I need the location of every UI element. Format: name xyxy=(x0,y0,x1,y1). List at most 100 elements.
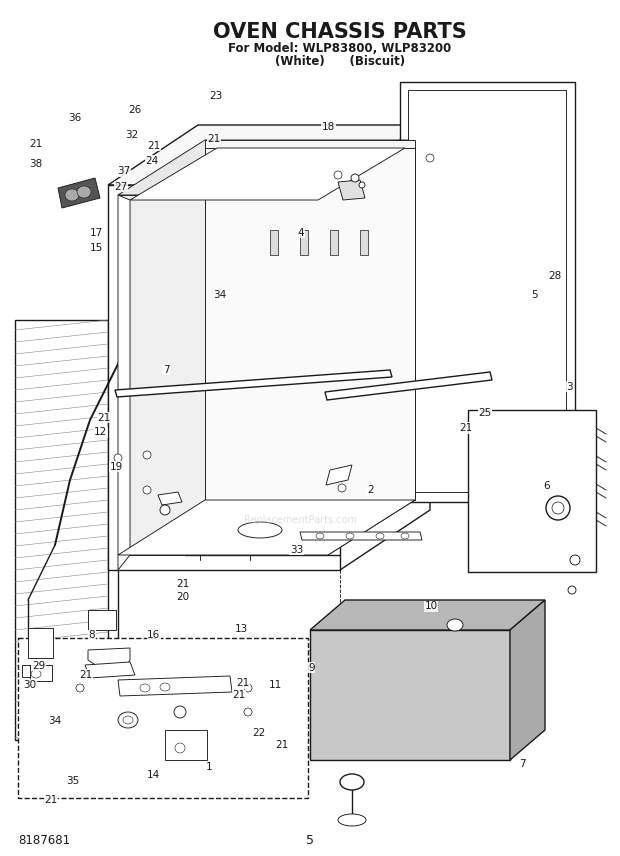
Polygon shape xyxy=(300,532,422,540)
Text: 21: 21 xyxy=(459,423,473,433)
Ellipse shape xyxy=(160,683,170,691)
Ellipse shape xyxy=(118,712,138,728)
Polygon shape xyxy=(15,320,108,740)
Ellipse shape xyxy=(338,484,346,492)
Ellipse shape xyxy=(552,502,564,514)
Polygon shape xyxy=(340,125,430,570)
Ellipse shape xyxy=(244,684,252,692)
Ellipse shape xyxy=(174,706,186,718)
Polygon shape xyxy=(118,676,232,696)
Text: 7: 7 xyxy=(519,758,525,769)
Bar xyxy=(28,628,53,658)
Polygon shape xyxy=(158,492,182,505)
Ellipse shape xyxy=(160,505,170,515)
Polygon shape xyxy=(118,195,130,570)
Text: 21: 21 xyxy=(29,139,43,149)
Text: 3: 3 xyxy=(566,382,572,392)
Text: 1: 1 xyxy=(206,762,213,772)
Ellipse shape xyxy=(140,684,150,692)
Ellipse shape xyxy=(447,619,463,631)
Text: 18: 18 xyxy=(322,122,335,132)
Polygon shape xyxy=(328,140,415,555)
Polygon shape xyxy=(115,370,392,397)
Text: 33: 33 xyxy=(290,544,303,555)
Bar xyxy=(400,82,575,502)
Bar xyxy=(300,230,308,255)
Text: 4: 4 xyxy=(298,228,304,238)
Text: 36: 36 xyxy=(68,113,81,123)
Text: 24: 24 xyxy=(145,156,159,166)
Text: 20: 20 xyxy=(176,592,190,603)
Bar xyxy=(408,90,566,492)
Text: 9: 9 xyxy=(308,663,314,673)
Text: 34: 34 xyxy=(48,716,61,726)
Text: 8: 8 xyxy=(89,630,95,640)
Text: 28: 28 xyxy=(548,270,562,281)
Polygon shape xyxy=(108,185,340,570)
Polygon shape xyxy=(338,180,365,200)
Text: 32: 32 xyxy=(125,130,138,140)
Text: 12: 12 xyxy=(94,427,107,437)
Text: 37: 37 xyxy=(117,166,131,176)
Text: 7: 7 xyxy=(163,365,169,375)
Ellipse shape xyxy=(316,533,324,539)
Ellipse shape xyxy=(334,171,342,179)
Polygon shape xyxy=(130,148,405,200)
Text: 10: 10 xyxy=(424,601,438,611)
Text: 25: 25 xyxy=(478,407,492,418)
Ellipse shape xyxy=(76,684,84,692)
Text: 17: 17 xyxy=(89,228,103,238)
Ellipse shape xyxy=(31,670,41,678)
Ellipse shape xyxy=(340,774,364,790)
Polygon shape xyxy=(85,662,135,678)
Text: 21: 21 xyxy=(79,669,92,680)
Text: 15: 15 xyxy=(89,243,103,253)
Polygon shape xyxy=(58,178,100,208)
Ellipse shape xyxy=(346,533,354,539)
Text: 21: 21 xyxy=(207,134,221,144)
Ellipse shape xyxy=(33,645,47,655)
Bar xyxy=(18,638,308,798)
Text: 21: 21 xyxy=(236,678,250,688)
Polygon shape xyxy=(326,465,352,485)
Ellipse shape xyxy=(376,533,384,539)
Text: 35: 35 xyxy=(66,776,80,786)
Polygon shape xyxy=(118,500,415,555)
Text: 6: 6 xyxy=(544,481,550,491)
Text: 21: 21 xyxy=(97,413,111,423)
Polygon shape xyxy=(510,600,545,760)
Ellipse shape xyxy=(568,586,576,594)
Text: 26: 26 xyxy=(128,104,142,115)
Ellipse shape xyxy=(359,182,365,188)
Ellipse shape xyxy=(244,708,252,716)
Polygon shape xyxy=(205,140,415,500)
Text: 13: 13 xyxy=(235,624,249,634)
Text: 21: 21 xyxy=(147,140,161,151)
Bar xyxy=(468,410,596,572)
Text: 19: 19 xyxy=(110,461,123,472)
Ellipse shape xyxy=(123,716,133,724)
Text: 21: 21 xyxy=(275,740,289,750)
Text: 11: 11 xyxy=(269,680,283,690)
Text: 34: 34 xyxy=(213,290,227,300)
Ellipse shape xyxy=(175,743,185,753)
Polygon shape xyxy=(325,372,492,400)
Text: 27: 27 xyxy=(114,181,128,192)
Text: 22: 22 xyxy=(252,728,266,738)
Bar xyxy=(88,610,116,630)
Text: 5: 5 xyxy=(306,834,314,847)
Text: 16: 16 xyxy=(147,630,161,640)
Text: ReplacementParts.com: ReplacementParts.com xyxy=(244,515,356,525)
Bar xyxy=(22,665,42,677)
Bar xyxy=(165,730,207,760)
Polygon shape xyxy=(205,148,415,500)
Bar xyxy=(30,665,52,681)
Text: 30: 30 xyxy=(23,680,37,690)
Ellipse shape xyxy=(546,496,570,520)
Text: 21: 21 xyxy=(176,579,190,589)
Ellipse shape xyxy=(570,555,580,565)
Bar xyxy=(270,230,278,255)
Ellipse shape xyxy=(65,189,79,201)
Ellipse shape xyxy=(77,186,91,198)
Ellipse shape xyxy=(338,814,366,826)
